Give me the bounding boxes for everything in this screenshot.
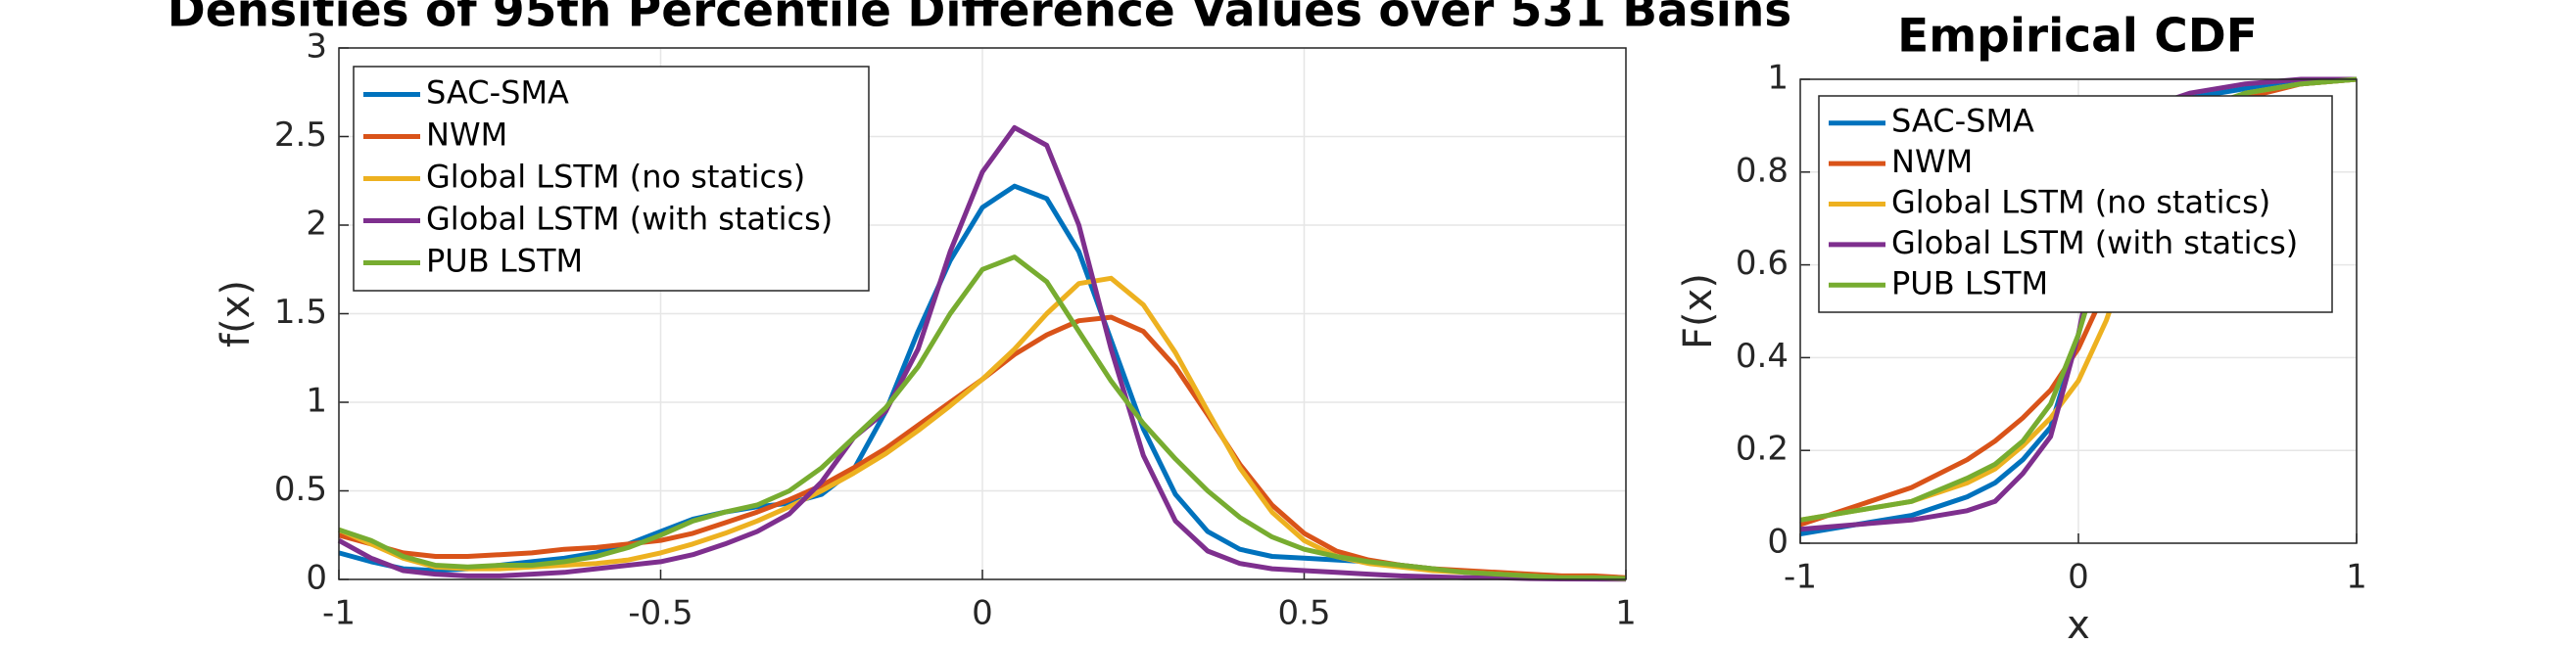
y-tick-label: 0.2 xyxy=(1736,430,1789,469)
y-axis-label: F(x) xyxy=(1676,273,1721,349)
legend-label: Global LSTM (with statics) xyxy=(1891,224,2298,261)
y-tick-label: 0 xyxy=(306,559,327,598)
legend-label: NWM xyxy=(426,116,507,154)
y-tick-label: 0 xyxy=(1767,523,1789,562)
data-line xyxy=(338,254,1627,581)
y-tick-label: 2 xyxy=(306,205,327,244)
y-tick-label: 3 xyxy=(306,27,327,67)
axes-box xyxy=(338,47,1627,580)
x-tick-label: 0.5 xyxy=(1277,594,1330,633)
x-tick-label: -0.5 xyxy=(628,594,692,633)
legend: SAC-SMA NWM Global LSTM (no statics) Global… xyxy=(353,66,870,292)
y-tick-label: 2.5 xyxy=(274,115,327,155)
chart-title: Empirical CDF xyxy=(1897,10,2258,64)
chart-title: Densities of 95th Percentile Difference … xyxy=(167,0,1792,38)
legend-label: NWM xyxy=(1891,143,1973,180)
legend-label: Global LSTM (no statics) xyxy=(426,159,805,196)
x-tick-label: 0 xyxy=(972,594,993,633)
y-tick-label: 1.5 xyxy=(274,293,327,332)
axes-box xyxy=(1799,78,2358,544)
legend-label: PUB LSTM xyxy=(426,243,583,280)
x-tick-label: 1 xyxy=(2346,558,2367,597)
legend-label: SAC-SMA xyxy=(1891,103,2034,140)
x-tick-label: -1 xyxy=(1784,558,1817,597)
x-tick-label: -1 xyxy=(322,594,356,633)
legend-box xyxy=(353,66,870,292)
legend-label: SAC-SMA xyxy=(426,74,569,112)
y-tick-label: 0.8 xyxy=(1736,151,1789,190)
legend-label: Global LSTM (with statics) xyxy=(426,201,833,238)
legend-box xyxy=(1818,95,2333,313)
y-tick-label: 0.6 xyxy=(1736,244,1789,283)
data-line xyxy=(337,124,1627,582)
legend-label: Global LSTM (no statics) xyxy=(1891,184,2270,221)
y-tick-label: 1 xyxy=(1767,59,1789,98)
x-tick-label: 0 xyxy=(2068,558,2089,597)
y-tick-label: 0.4 xyxy=(1736,337,1789,376)
y-tick-label: 0.5 xyxy=(274,470,327,509)
legend-label: PUB LSTM xyxy=(1891,264,2048,301)
x-axis-label: x xyxy=(2067,603,2090,645)
y-tick-label: 1 xyxy=(306,382,327,421)
x-tick-label: 1 xyxy=(1615,594,1637,633)
y-axis-label: f(x) xyxy=(214,280,259,347)
